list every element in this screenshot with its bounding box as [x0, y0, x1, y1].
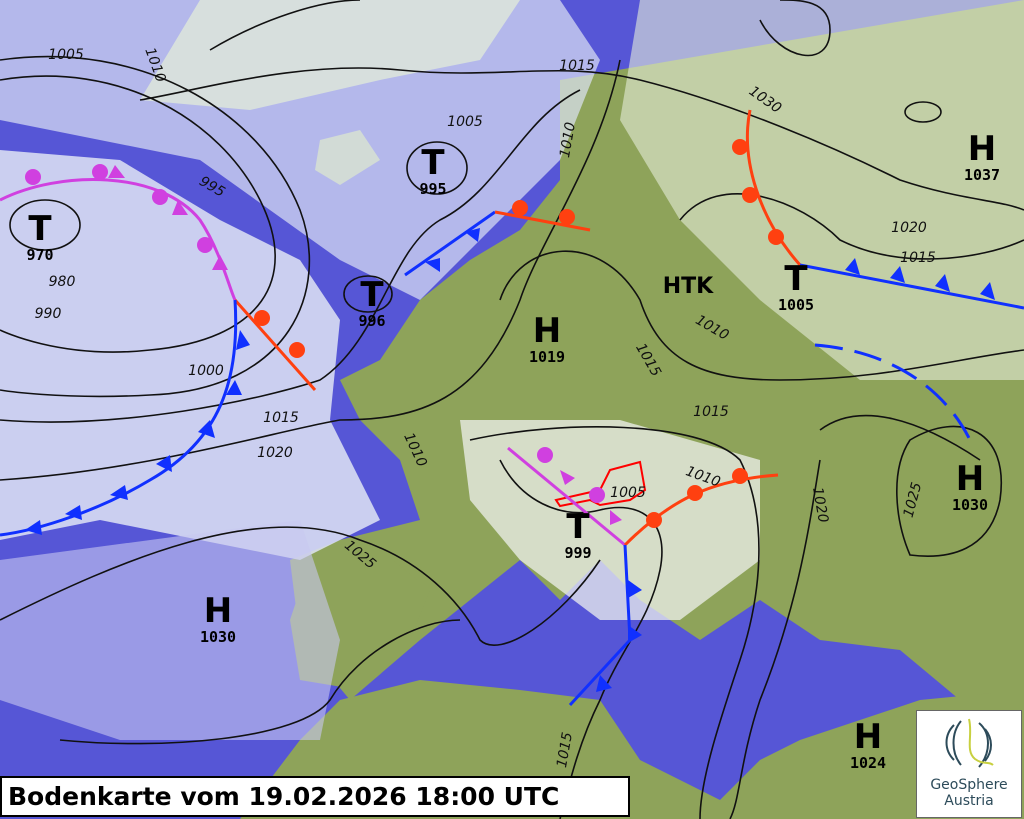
center-pressure: 1037 [963, 166, 1001, 184]
logo-text-line2: Austria [944, 793, 994, 809]
pressure-center-high: H 1019 [529, 314, 565, 366]
center-symbol: HTK [662, 274, 714, 299]
center-pressure: 1030 [199, 628, 237, 646]
geosphere-logo: GeoSphere Austria [916, 710, 1022, 818]
center-symbol: T [28, 209, 52, 249]
cloud-band-atlantic [0, 150, 380, 560]
center-symbol: T [566, 507, 590, 547]
cold-front-north [404, 210, 496, 277]
pressure-center-htk: HTK [663, 270, 713, 304]
isobar-label: 1015 [263, 410, 299, 426]
pressure-center-low: T 999 [564, 510, 591, 562]
center-pressure: 996 [358, 312, 386, 330]
center-pressure: 970 [26, 246, 54, 264]
cloud-west-high [0, 520, 340, 740]
isobar-label: 1015 [559, 58, 595, 74]
occluded-front-atlantic [0, 178, 237, 301]
cloud-north [0, 0, 600, 300]
center-symbol: T [421, 143, 445, 183]
pressure-center-high: H 1030 [952, 462, 988, 514]
pressure-center-low: T 995 [419, 146, 446, 198]
center-pressure: 1005 [777, 296, 815, 314]
pressure-center-high: H 1024 [850, 720, 886, 772]
isobar-label: 1005 [447, 114, 483, 130]
isobar-label: 1005 [48, 47, 84, 63]
isobar-label: 1020 [891, 220, 927, 236]
isobar-label: 1020 [257, 445, 293, 461]
center-pressure: 995 [419, 180, 447, 198]
center-symbol: T [360, 275, 384, 315]
center-pressure: 1019 [528, 348, 566, 366]
center-symbol: H [955, 459, 985, 499]
isobar-label: 1005 [610, 485, 646, 501]
pressure-center-low: T 996 [358, 278, 385, 330]
pressure-center-low: T 1005 [778, 262, 814, 314]
geosphere-logo-icon [945, 718, 994, 768]
map-caption: Bodenkarte vom 19.02.2026 18:00 UTC [0, 776, 630, 817]
isobar-label: 990 [34, 306, 62, 322]
center-symbol: H [203, 591, 233, 631]
isobar-label: 1000 [188, 363, 224, 379]
center-symbol: H [853, 717, 883, 757]
pressure-center-low: T 970 [26, 212, 53, 264]
warm-front-atlantic [233, 299, 317, 391]
center-pressure: 1030 [951, 496, 989, 514]
occluded-front-alps [507, 446, 626, 547]
logo-text-line1: GeoSphere [930, 777, 1008, 793]
cloud-east [620, 0, 1024, 380]
center-pressure: 1024 [849, 754, 887, 772]
center-symbol: H [967, 129, 997, 169]
cold-front-east-upper [814, 343, 972, 441]
center-symbol: T [784, 259, 808, 299]
center-symbol: H [532, 311, 562, 351]
pressure-center-high: H 1030 [200, 594, 236, 646]
front-symbols [25, 139, 995, 692]
warm-front-north [494, 210, 591, 232]
isobar-label: 1015 [900, 250, 936, 266]
isobar-label: 1015 [693, 404, 729, 420]
pressure-center-high: H 1037 [964, 132, 1000, 184]
cold-front-atlantic [0, 299, 238, 537]
warm-front-east [746, 109, 802, 266]
cold-front-east [799, 263, 1024, 310]
center-pressure: 999 [564, 544, 592, 562]
isobar-label: 980 [48, 274, 76, 290]
